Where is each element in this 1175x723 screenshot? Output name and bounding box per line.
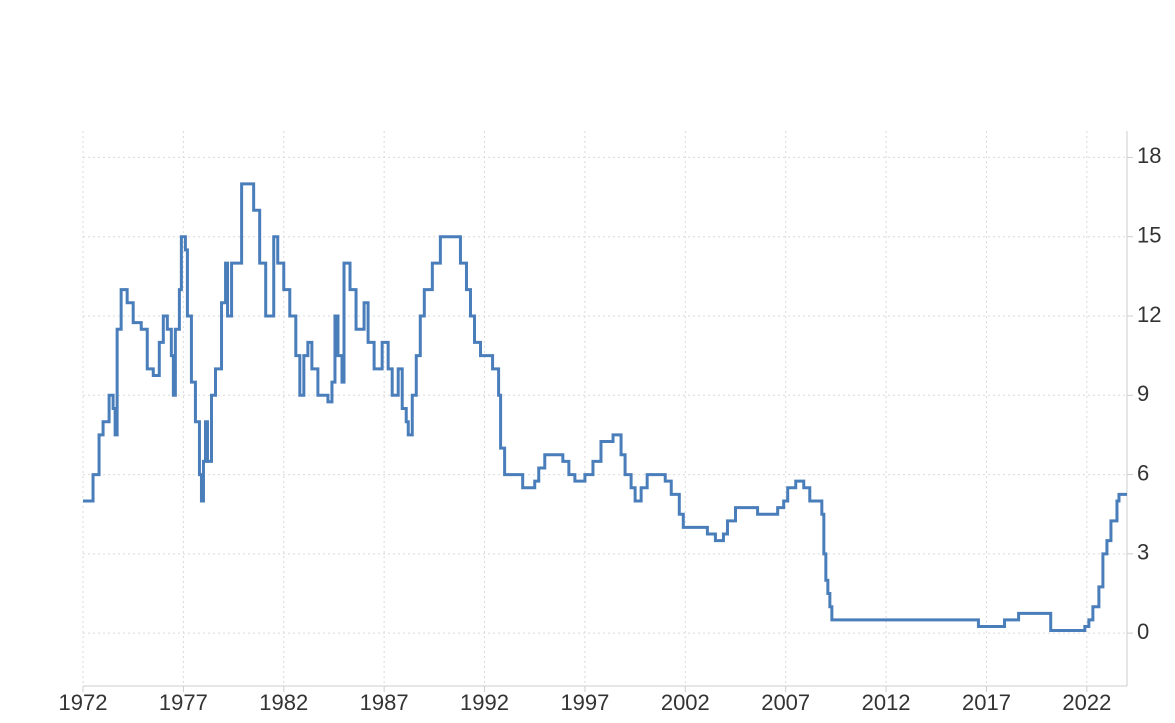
x-tick-label: 2017 — [962, 690, 1011, 715]
x-tick-label: 2002 — [661, 690, 710, 715]
x-tick-label: 1987 — [360, 690, 409, 715]
y-tick-label: 9 — [1137, 381, 1149, 406]
x-tick-label: 2022 — [1062, 690, 1111, 715]
x-tick-label: 1997 — [560, 690, 609, 715]
y-tick-label: 18 — [1137, 143, 1161, 168]
y-tick-label: 0 — [1137, 619, 1149, 644]
x-tick-label: 1992 — [460, 690, 509, 715]
y-tick-label: 6 — [1137, 460, 1149, 485]
x-tick-label: 1982 — [259, 690, 308, 715]
x-tick-label: 2012 — [862, 690, 911, 715]
x-tick-label: 2007 — [761, 690, 810, 715]
y-tick-label: 12 — [1137, 302, 1161, 327]
x-tick-label: 1977 — [159, 690, 208, 715]
y-tick-label: 3 — [1137, 540, 1149, 565]
y-tick-label: 15 — [1137, 223, 1161, 248]
x-tick-label: 1972 — [59, 690, 108, 715]
line — [83, 182, 1127, 632]
